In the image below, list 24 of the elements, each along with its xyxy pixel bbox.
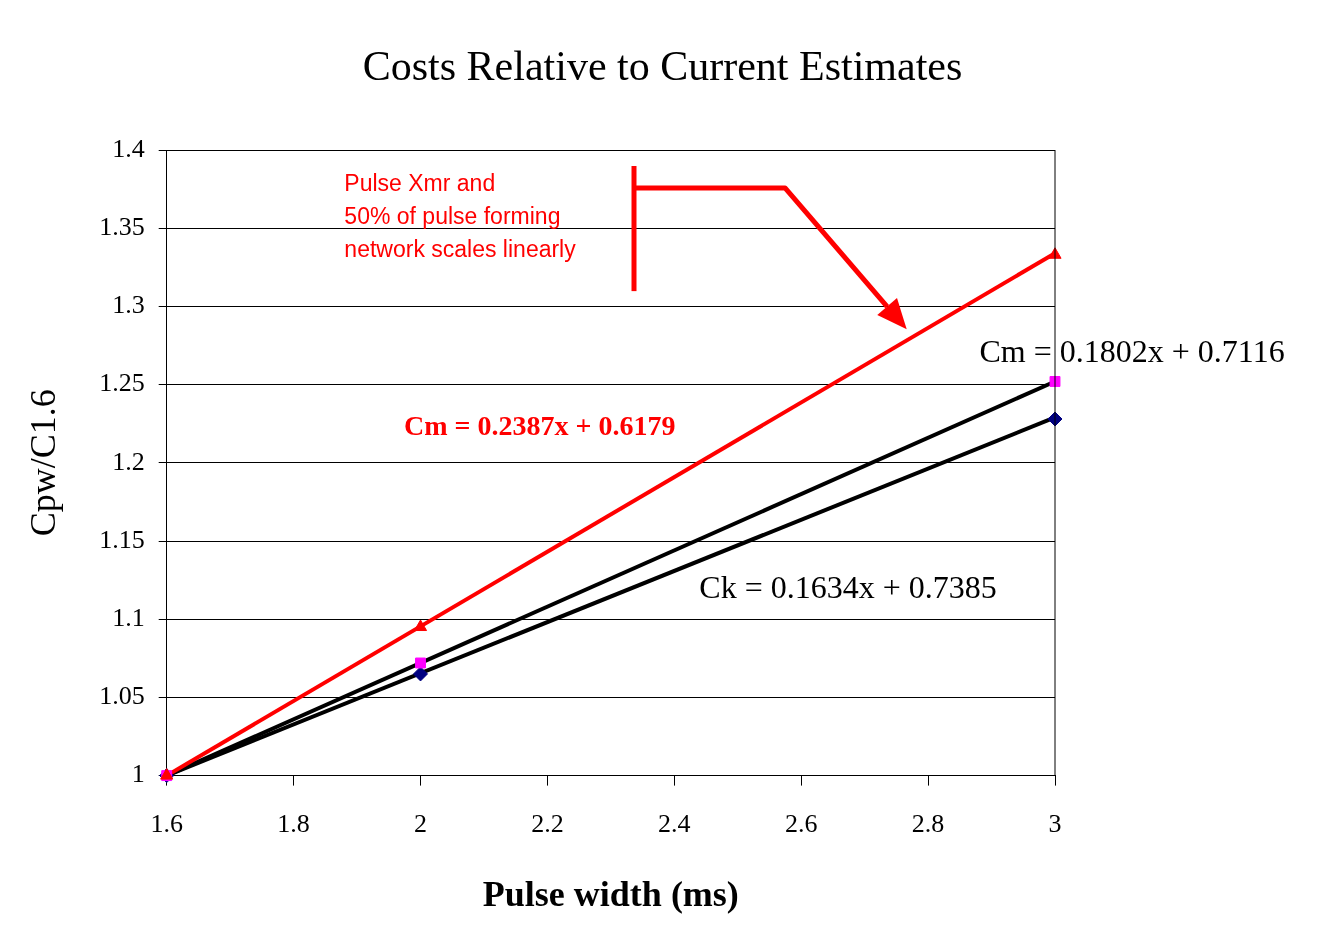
annotation: Pulse Xmr and 50% of pulse forming network scales linearly [344, 170, 577, 263]
y-tick-label: 1.25 [99, 368, 145, 398]
y-tick-label: 1.3 [112, 290, 145, 320]
x-tick-label: 3 [1048, 809, 1062, 839]
x-tick-label: 2.4 [658, 809, 691, 839]
y-tick-label: 1.05 [99, 681, 145, 711]
y-axis-title: Cpw/C1.6 [23, 389, 64, 537]
y-tick-label: 1.35 [99, 212, 145, 242]
annotation: Cm = 0.1802x + 0.7116 [979, 332, 1285, 369]
x-tick-label: 1.6 [150, 809, 183, 839]
y-tick-label: 1.2 [112, 446, 145, 476]
chart-title: Costs Relative to Current Estimates [361, 42, 964, 90]
annotation: Cm = 0.2387x + 0.6179 [404, 410, 676, 441]
y-tick-label: 1.4 [112, 133, 145, 163]
x-tick-label: 2 [414, 809, 427, 839]
x-tick-label: 1.8 [277, 809, 310, 839]
x-axis-title: Pulse width (ms) [482, 873, 739, 914]
x-tick-label: 2.2 [531, 809, 564, 839]
x-tick-label: 2.8 [911, 809, 945, 839]
y-tick-label: 1.1 [112, 603, 145, 633]
y-tick-label: 1.15 [99, 524, 145, 554]
x-tick-label: 2.6 [784, 809, 818, 839]
annotation: Ck = 0.1634x + 0.7385 [699, 569, 997, 606]
y-tick-label: 1 [131, 759, 145, 789]
